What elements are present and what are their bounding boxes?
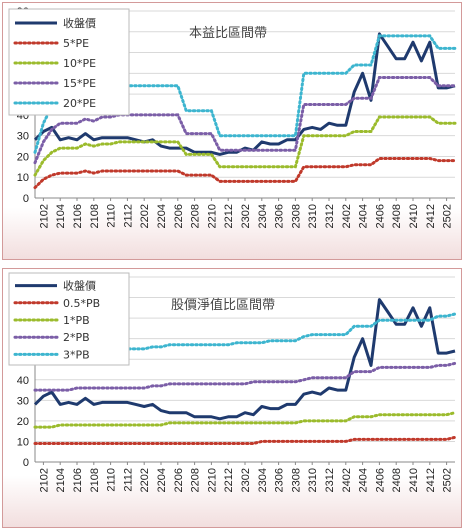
legend-label-3: 15*PE bbox=[63, 77, 96, 90]
x-tick-label: 2210 bbox=[206, 204, 218, 228]
series-line-2 bbox=[33, 411, 457, 429]
y-tick-label: 0 bbox=[23, 193, 29, 205]
x-tick-label: 2402 bbox=[341, 204, 353, 228]
legend-label-0: 收盤價 bbox=[63, 279, 96, 293]
x-tick-label: 2312 bbox=[324, 468, 336, 492]
legend-label-0: 收盤價 bbox=[63, 16, 96, 30]
x-tick-label: 2404 bbox=[358, 468, 370, 492]
y-tick-label: 0 bbox=[23, 457, 29, 469]
chart-title: 股價淨值比區間帶 bbox=[171, 297, 275, 313]
legend-label-1: 5*PE bbox=[63, 37, 89, 50]
x-tick-label: 2112 bbox=[122, 468, 134, 492]
y-tick-label: 20 bbox=[17, 151, 29, 163]
x-tick-label: 2502 bbox=[442, 468, 454, 492]
x-tick-label: 2406 bbox=[374, 468, 386, 492]
x-tick-label: 2408 bbox=[391, 468, 403, 492]
x-tick-label: 2202 bbox=[139, 204, 151, 228]
x-tick-label: 2104 bbox=[55, 468, 67, 492]
x-tick-label: 2108 bbox=[89, 468, 101, 492]
x-tick-label: 2410 bbox=[408, 468, 420, 492]
legend-label-4: 20*PE bbox=[63, 97, 96, 110]
x-tick-label: 2304 bbox=[257, 204, 269, 228]
x-tick-label: 2306 bbox=[274, 468, 286, 492]
legend-label-4: 3*PB bbox=[63, 348, 90, 361]
x-tick-label: 2108 bbox=[89, 204, 101, 228]
x-tick-label: 2208 bbox=[190, 204, 202, 228]
x-tick-label: 2212 bbox=[223, 204, 235, 228]
x-tick-label: 2202 bbox=[139, 468, 151, 492]
x-tick-label: 2102 bbox=[38, 204, 50, 228]
x-tick-label: 2110 bbox=[106, 204, 118, 228]
x-tick-label: 2412 bbox=[425, 204, 437, 228]
x-tick-label: 2412 bbox=[425, 468, 437, 492]
pe-band-chart: 0102030405060708090210221042106210821102… bbox=[8, 6, 457, 228]
x-tick-label: 2406 bbox=[374, 204, 386, 228]
x-tick-label: 2208 bbox=[190, 468, 202, 492]
x-tick-label: 2206 bbox=[173, 468, 185, 492]
y-tick-label: 10 bbox=[17, 436, 29, 448]
x-tick-label: 2212 bbox=[223, 468, 235, 492]
x-tick-label: 2310 bbox=[307, 468, 319, 492]
y-tick-label: 40 bbox=[17, 375, 29, 387]
x-tick-label: 2210 bbox=[206, 468, 218, 492]
legend-label-2: 1*PB bbox=[63, 314, 90, 327]
x-tick-label: 2106 bbox=[72, 204, 84, 228]
series-line-0 bbox=[33, 298, 456, 421]
pb-band-chart-panel: 0102030405060708090210221042106210821102… bbox=[2, 268, 462, 528]
x-tick-label: 2410 bbox=[408, 204, 420, 228]
x-tick-label: 2104 bbox=[55, 204, 67, 228]
y-tick-label: 20 bbox=[17, 416, 29, 428]
x-tick-label: 2206 bbox=[173, 204, 185, 228]
x-tick-label: 2110 bbox=[106, 468, 118, 492]
x-tick-label: 2112 bbox=[122, 204, 134, 228]
y-tick-label: 10 bbox=[17, 172, 29, 184]
series-line-1 bbox=[33, 435, 457, 445]
legend-label-3: 2*PB bbox=[63, 331, 90, 344]
x-tick-label: 2204 bbox=[156, 468, 168, 492]
series-line-2 bbox=[33, 115, 457, 177]
x-tick-label: 2308 bbox=[290, 468, 302, 492]
series-line-3 bbox=[33, 361, 457, 392]
legend-label-1: 0.5*PB bbox=[63, 297, 100, 310]
pb-band-chart: 0102030405060708090210221042106210821102… bbox=[8, 272, 457, 492]
x-tick-label: 2102 bbox=[38, 468, 50, 492]
pe-band-chart-panel: 0102030405060708090210221042106210821102… bbox=[2, 2, 462, 260]
x-tick-label: 2402 bbox=[341, 468, 353, 492]
chart-title: 本益比區間帶 bbox=[189, 26, 267, 41]
x-tick-label: 2302 bbox=[240, 468, 252, 492]
x-tick-label: 2408 bbox=[391, 204, 403, 228]
y-tick-label: 30 bbox=[17, 131, 29, 143]
y-tick-label: 30 bbox=[17, 395, 29, 407]
legend-label-2: 10*PE bbox=[63, 57, 96, 70]
x-tick-label: 2310 bbox=[307, 204, 319, 228]
x-tick-label: 2106 bbox=[72, 468, 84, 492]
x-tick-label: 2304 bbox=[257, 468, 269, 492]
x-tick-label: 2308 bbox=[290, 204, 302, 228]
x-tick-label: 2204 bbox=[156, 204, 168, 228]
x-tick-label: 2502 bbox=[442, 204, 454, 228]
x-tick-label: 2404 bbox=[358, 204, 370, 228]
x-tick-label: 2306 bbox=[274, 204, 286, 228]
series-line-0 bbox=[33, 32, 456, 156]
series-line-1 bbox=[33, 157, 457, 190]
series-line-3 bbox=[33, 76, 457, 165]
x-tick-label: 2312 bbox=[324, 204, 336, 228]
x-tick-label: 2302 bbox=[240, 204, 252, 228]
